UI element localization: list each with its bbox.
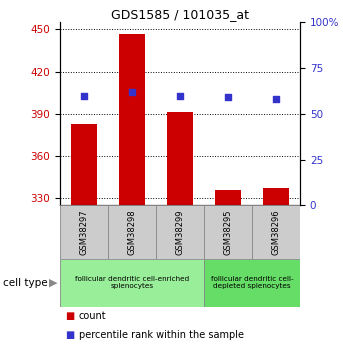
Point (129, 89, 135, 95)
Text: GSM38297: GSM38297 (80, 209, 88, 255)
Text: count: count (79, 311, 107, 321)
Bar (263, 188, 289, 205)
Bar (60, 205, 108, 259)
Point (273, 97, 279, 102)
Text: cell type: cell type (3, 278, 48, 288)
Text: ▶: ▶ (49, 278, 57, 288)
Point (81, 93, 87, 98)
Bar (71, 124, 97, 205)
Text: ■: ■ (65, 330, 74, 339)
Text: follicular dendritic cell-
depleted splenocytes: follicular dendritic cell- depleted sple… (211, 276, 293, 289)
Bar (204, 205, 252, 259)
Point (225, 95, 231, 100)
Text: GSM38295: GSM38295 (224, 209, 233, 255)
Text: GSM38296: GSM38296 (272, 209, 281, 255)
Point (177, 93, 183, 98)
Text: percentile rank within the sample: percentile rank within the sample (79, 330, 244, 339)
Text: GSM38298: GSM38298 (128, 209, 137, 255)
Text: follicular dendritic cell-enriched
splenocytes: follicular dendritic cell-enriched splen… (75, 276, 189, 289)
Title: GDS1585 / 101035_at: GDS1585 / 101035_at (111, 8, 249, 21)
Bar (108, 205, 156, 259)
Bar (167, 112, 193, 205)
Text: GSM38299: GSM38299 (176, 209, 185, 255)
Text: ■: ■ (65, 311, 74, 321)
Bar (156, 205, 204, 259)
Bar (215, 190, 241, 205)
Bar (252, 205, 300, 259)
Bar (119, 34, 145, 205)
Bar (60, 259, 204, 307)
Bar (204, 259, 300, 307)
